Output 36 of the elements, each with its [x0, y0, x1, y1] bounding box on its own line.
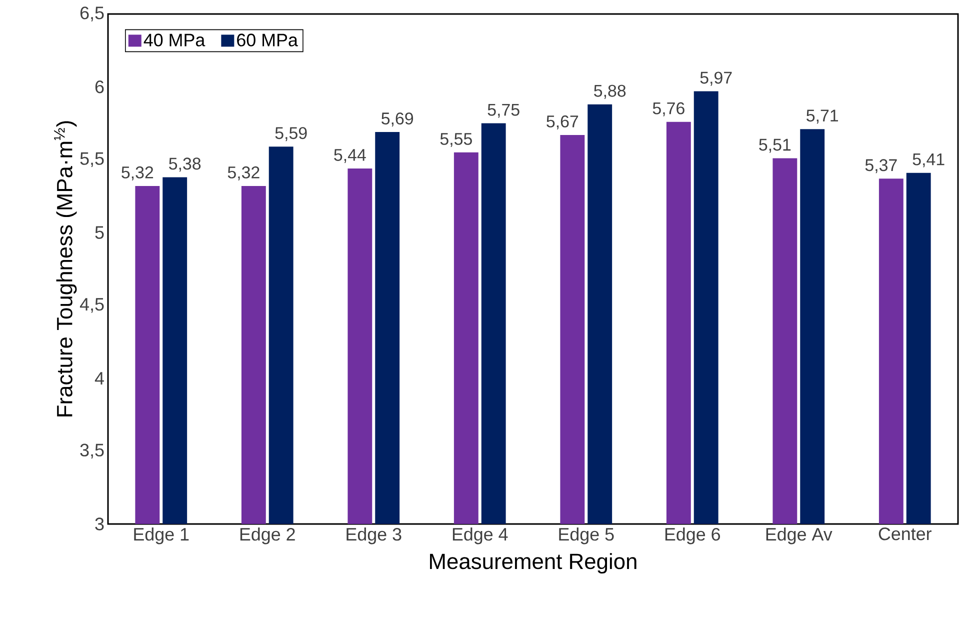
data-label: 5,75 [488, 104, 520, 118]
y-tick-label: 3,5 [80, 444, 104, 459]
y-tick-label: 5,5 [80, 152, 104, 168]
y-tick-label: 6 [95, 80, 104, 94]
y-tick-label: 4 [94, 372, 104, 384]
y-tick-label: 3 [95, 518, 104, 530]
x-tick-label: Edge 4 [452, 528, 508, 544]
data-label: 5,37 [865, 159, 897, 174]
data-label: 5,44 [334, 149, 366, 163]
x-tick-label: Edge Av [766, 528, 832, 544]
data-label: 5,32 [122, 166, 154, 180]
y-tick-label: 6,5 [80, 6, 104, 22]
data-label: 5,69 [382, 112, 414, 127]
data-label: 5,88 [594, 84, 626, 99]
y-axis-title: Fracture Toughness (MPa·m$^{½}$) [54, 121, 77, 416]
data-label: 5,59 [275, 127, 307, 142]
legend-label: 40 MPa [144, 34, 206, 46]
x-tick-label: Edge 1 [134, 528, 189, 544]
x-tick-label: Edge 6 [665, 528, 720, 544]
data-label: 5,32 [228, 166, 260, 180]
y-tick-label: 4,5 [80, 298, 104, 313]
x-axis-title: Measurement Region [430, 553, 636, 574]
data-label: 5,38 [169, 158, 201, 172]
data-label: 5,55 [440, 133, 472, 147]
data-label: 5,97 [700, 72, 732, 86]
y-tick-label: 5 [95, 226, 104, 239]
data-label: 5,51 [759, 138, 791, 153]
data-label: 5,76 [652, 102, 684, 116]
x-tick-label: Edge 3 [346, 528, 402, 544]
x-tick-label: Edge 2 [240, 528, 295, 544]
data-label: 5,67 [546, 115, 578, 130]
x-tick-label: Edge 5 [559, 528, 614, 544]
data-label: 5,71 [806, 110, 838, 124]
legend-label: 60 MPa [237, 34, 298, 46]
x-tick-label: Center [878, 528, 932, 540]
data-label: 5,41 [912, 153, 944, 168]
